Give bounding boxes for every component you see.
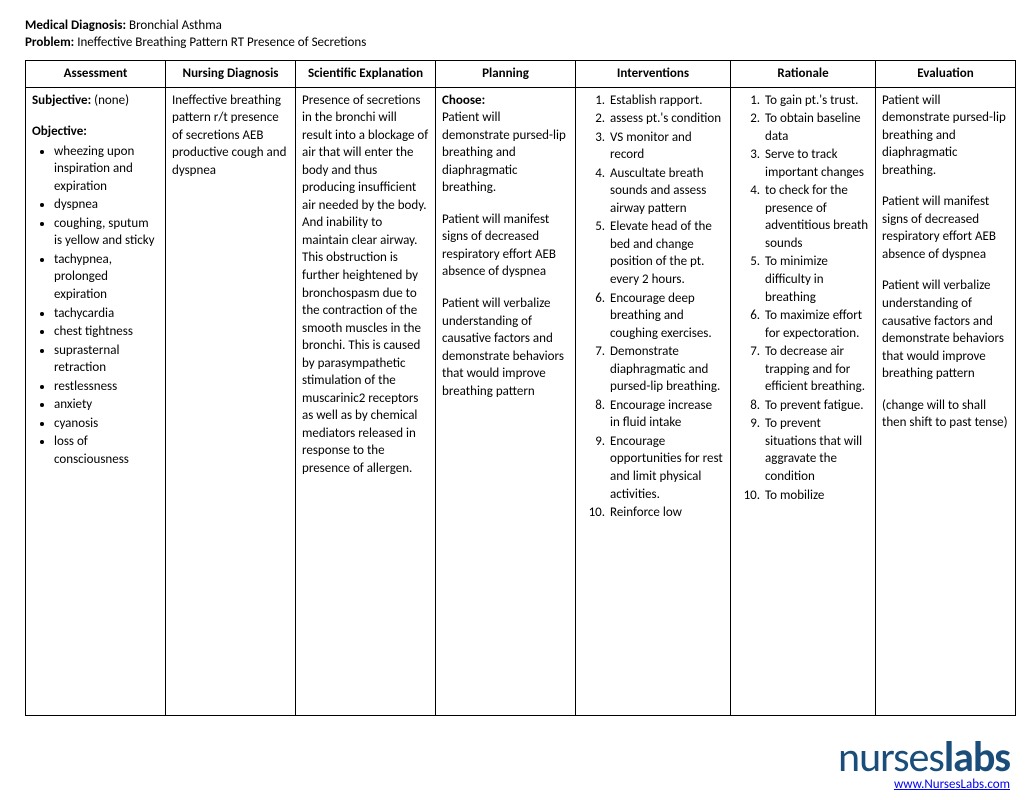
choose-label: Choose:	[442, 92, 569, 110]
th-interventions: Interventions	[576, 61, 731, 88]
rationale-item: To prevent situations that will aggravat…	[763, 415, 869, 485]
rationale-item: To maximize effort for expectoration.	[763, 307, 869, 342]
logo-bold: labs	[944, 732, 1010, 783]
rationale-item: To mobilize	[763, 487, 869, 505]
table-body-row: Subjective: (none) Objective: wheezing u…	[26, 87, 1016, 715]
diag-value: Bronchial Asthma	[129, 18, 222, 33]
logo-light: nurses	[838, 732, 944, 783]
cell-evaluation: Patient will demonstrate pursed-lip brea…	[876, 87, 1016, 715]
footer: nurseslabs www.NursesLabs.com	[838, 737, 1010, 792]
rationale-item: To decrease air trapping and for efficie…	[763, 343, 869, 396]
intervention-item: Encourage opportunities for rest and lim…	[608, 433, 724, 503]
care-plan-table-wrap: Assessment Nursing Diagnosis Scientific …	[25, 60, 1010, 716]
objective-item: wheezing upon inspiration and expiration	[54, 143, 159, 196]
evaluation-p1: Patient will demonstrate pursed-lip brea…	[882, 92, 1009, 180]
objective-item: restlessness	[54, 378, 159, 396]
subjective-label: Subjective:	[32, 93, 91, 108]
evaluation-note: (change will to shall then shift to past…	[882, 397, 1009, 432]
intervention-item: Reinforce low	[608, 504, 724, 522]
planning-p1: Patient will demonstrate pursed-lip brea…	[442, 109, 569, 197]
th-scientific: Scientific Explanation	[296, 61, 436, 88]
intervention-item: Encourage increase in fluid intake	[608, 397, 724, 432]
nurseslabs-logo: nurseslabs	[838, 737, 1010, 779]
th-planning: Planning	[436, 61, 576, 88]
table-header-row: Assessment Nursing Diagnosis Scientific …	[26, 61, 1016, 88]
th-assessment: Assessment	[26, 61, 166, 88]
objective-item: dyspnea	[54, 196, 159, 214]
intervention-item: assess pt.'s condition	[608, 110, 724, 128]
evaluation-p3: Patient will verbalize understanding of …	[882, 277, 1009, 382]
cell-interventions: Establish rapport.assess pt.'s condition…	[576, 87, 731, 715]
th-rationale: Rationale	[731, 61, 876, 88]
prob-value: Ineffective Breathing Pattern RT Presenc…	[77, 35, 366, 50]
rationale-item: To obtain baseline data	[763, 110, 869, 145]
objective-label: Objective:	[32, 123, 159, 141]
th-nursing: Nursing Diagnosis	[166, 61, 296, 88]
planning-p2: Patient will manifest signs of decreased…	[442, 211, 569, 281]
planning-p3: Patient will verbalize understanding of …	[442, 295, 569, 400]
objective-item: loss of consciousness	[54, 433, 159, 468]
subjective-value: (none)	[94, 93, 129, 108]
cell-assessment: Subjective: (none) Objective: wheezing u…	[26, 87, 166, 715]
problem-line: Problem: Ineffective Breathing Pattern R…	[25, 35, 1010, 50]
scientific-text: Presence of secretions in the bronchi wi…	[302, 92, 429, 478]
rationale-list: To gain pt.'s trust.To obtain baseline d…	[737, 92, 869, 505]
rationale-item: To minimize difficulty in breathing	[763, 253, 869, 306]
interventions-list: Establish rapport.assess pt.'s condition…	[582, 92, 724, 522]
rationale-item: Serve to track important changes	[763, 146, 869, 181]
objective-list: wheezing upon inspiration and expiration…	[32, 143, 159, 469]
rationale-item: To prevent fatigue.	[763, 397, 869, 415]
care-plan-table: Assessment Nursing Diagnosis Scientific …	[25, 60, 1016, 716]
diag-label: Medical Diagnosis:	[25, 18, 126, 33]
cell-planning: Choose: Patient will demonstrate pursed-…	[436, 87, 576, 715]
medical-diagnosis-line: Medical Diagnosis: Bronchial Asthma	[25, 18, 1010, 33]
intervention-item: Encourage deep breathing and coughing ex…	[608, 290, 724, 343]
cell-nursing: Ineffective breathing pattern r/t presen…	[166, 87, 296, 715]
intervention-item: VS monitor and record	[608, 129, 724, 164]
objective-item: coughing, sputum is yellow and sticky	[54, 215, 159, 250]
intervention-item: Elevate head of the bed and change posit…	[608, 218, 724, 288]
objective-item: anxiety	[54, 396, 159, 414]
objective-item: chest tightness	[54, 323, 159, 341]
cell-scientific: Presence of secretions in the bronchi wi…	[296, 87, 436, 715]
intervention-item: Demonstrate diaphragmatic and pursed-lip…	[608, 343, 724, 396]
intervention-item: Auscultate breath sounds and assess airw…	[608, 165, 724, 218]
intervention-item: Establish rapport.	[608, 92, 724, 110]
prob-label: Problem:	[25, 35, 74, 50]
nursing-dx-text: Ineffective breathing pattern r/t presen…	[172, 92, 289, 180]
rationale-item: To gain pt.'s trust.	[763, 92, 869, 110]
rationale-item: to check for the presence of adventitiou…	[763, 182, 869, 252]
evaluation-p2: Patient will manifest signs of decreased…	[882, 193, 1009, 263]
objective-item: suprasternal retraction	[54, 342, 159, 377]
objective-item: tachypnea, prolonged expiration	[54, 251, 159, 304]
cell-rationale: To gain pt.'s trust.To obtain baseline d…	[731, 87, 876, 715]
objective-item: tachycardia	[54, 305, 159, 323]
objective-item: cyanosis	[54, 415, 159, 433]
th-evaluation: Evaluation	[876, 61, 1016, 88]
